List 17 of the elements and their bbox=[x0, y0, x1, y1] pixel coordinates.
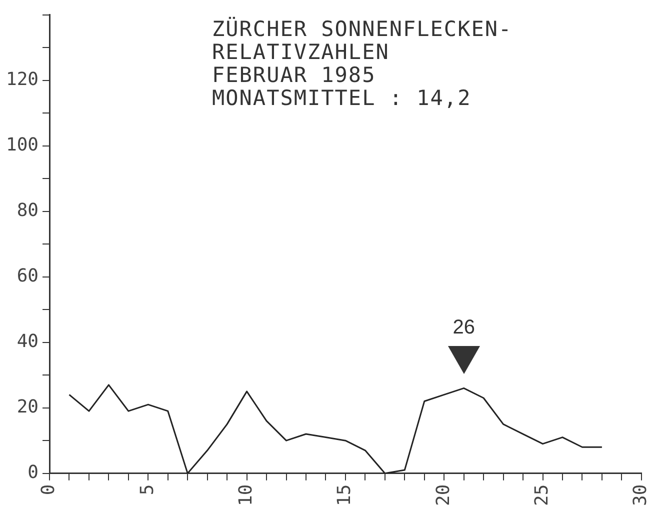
x-tick-label: 0 bbox=[38, 484, 60, 496]
annotation: MONATSMITTEL : 14,2 bbox=[212, 86, 472, 110]
y-tick-label: 80 bbox=[16, 200, 39, 221]
x-tick-label: 15 bbox=[334, 484, 356, 506]
x-tick-label: 5 bbox=[136, 484, 158, 496]
text: FEBRUAR 1985 bbox=[212, 63, 377, 87]
text: ZÜRCHER SONNENFLECKEN- RELATIVZAHLEN bbox=[212, 17, 512, 64]
x-tick-label: 25 bbox=[531, 484, 552, 506]
y-tick-label: 40 bbox=[16, 330, 39, 352]
y-tick-label: 100 bbox=[6, 134, 39, 156]
y-tick-label: 60 bbox=[16, 265, 39, 286]
x-tick-label: 30 bbox=[630, 484, 652, 506]
annotation: 26 bbox=[452, 316, 475, 339]
y-tick-label: 120 bbox=[6, 68, 39, 90]
x-tick-label: 20 bbox=[432, 484, 454, 506]
x-tick-label: 10 bbox=[235, 484, 256, 506]
y-tick-label: 20 bbox=[16, 396, 39, 418]
